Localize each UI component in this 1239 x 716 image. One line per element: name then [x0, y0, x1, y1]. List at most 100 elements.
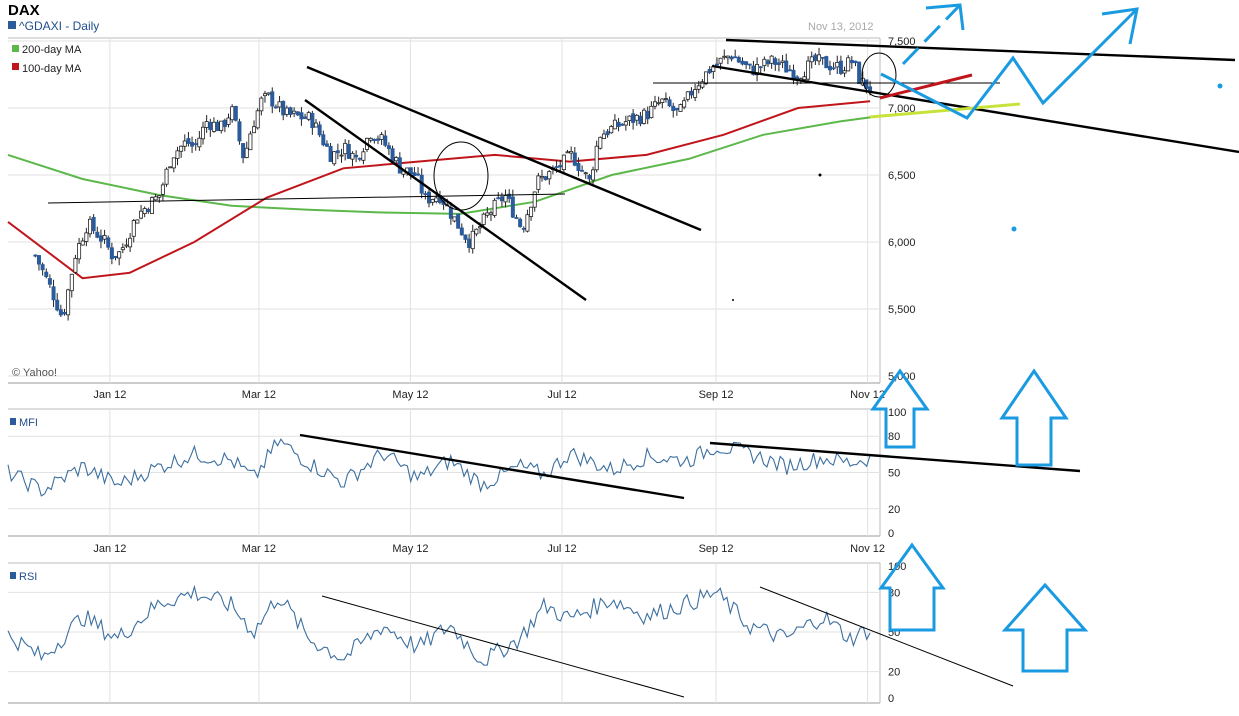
chart-date: Nov 13, 2012	[808, 21, 873, 33]
candle-down	[707, 68, 712, 74]
candle-up	[725, 55, 730, 59]
candle-down	[47, 278, 52, 285]
candle-up	[718, 57, 723, 64]
candle-down	[215, 121, 220, 132]
candle-up	[157, 195, 162, 198]
candle-up	[244, 147, 249, 158]
candle-up	[219, 120, 224, 132]
candle-up	[197, 137, 202, 148]
candle-up	[255, 110, 260, 129]
candle-down	[572, 152, 577, 166]
candle-down	[237, 121, 242, 142]
candle-down	[33, 254, 38, 257]
candle-up	[292, 110, 297, 114]
y-tick-label: 80	[888, 431, 900, 443]
candle-up	[153, 196, 158, 201]
candle-up	[627, 115, 632, 121]
candle-up	[66, 289, 71, 316]
candle-up	[769, 55, 774, 64]
candle-up	[277, 101, 282, 108]
ma200-extension	[869, 102, 1021, 119]
candle-down	[864, 79, 869, 89]
candle-down	[354, 154, 359, 158]
candle-up	[488, 212, 493, 215]
candle-down	[386, 145, 391, 150]
candle-up	[139, 210, 144, 219]
y-tick-label: 20	[888, 504, 900, 516]
rsi-trendline-1	[321, 595, 685, 698]
up-arrow-outline	[878, 542, 946, 632]
annotations	[47, 3, 1239, 698]
candle-down	[736, 57, 741, 63]
mfi-label: MFI	[19, 417, 38, 429]
candle-down	[521, 227, 526, 230]
candle-down	[427, 191, 432, 204]
candle-up	[379, 134, 384, 140]
candle-up	[529, 206, 534, 217]
candle-up	[128, 237, 133, 248]
y-tick-label: 0	[888, 528, 894, 540]
candle-down	[510, 196, 515, 218]
forecast-path	[880, 7, 1139, 120]
candle-up	[171, 157, 176, 169]
candle-down	[824, 56, 829, 69]
candle-up	[802, 76, 807, 80]
legend-label-ma200: 200-day MA	[22, 44, 82, 56]
candle-down	[765, 60, 770, 65]
candle-down	[576, 163, 581, 171]
candle-down	[620, 123, 625, 126]
mfi-line	[7, 438, 871, 497]
x-tick-label: Sep 12	[699, 543, 734, 555]
candle-down	[554, 166, 559, 168]
candle-down	[346, 144, 351, 159]
legend-swatch-ma100	[12, 63, 19, 70]
candle-up	[806, 60, 811, 80]
candle-up	[612, 119, 617, 130]
x-tick-label: Jan 12	[93, 389, 126, 401]
candle-down	[827, 65, 832, 71]
candle-down	[270, 91, 275, 107]
legend-swatch-ma200	[12, 45, 19, 52]
candle-up	[266, 92, 271, 95]
rsi-line	[7, 584, 871, 666]
candle-up	[652, 101, 657, 107]
candle-down	[773, 58, 778, 65]
candle-up	[332, 151, 337, 165]
candle-down	[303, 116, 308, 119]
candle-up	[525, 214, 530, 232]
candle-down	[222, 119, 227, 128]
candle-up	[284, 107, 289, 115]
candle-up	[685, 91, 690, 100]
candle-down	[372, 138, 377, 141]
candle-up	[343, 142, 348, 155]
ma100-line	[7, 100, 871, 280]
candle-down	[55, 299, 60, 311]
candle-down	[448, 207, 453, 219]
candle-up	[120, 247, 125, 251]
candle-down	[671, 105, 676, 111]
candle-up	[492, 199, 497, 216]
candle-down	[390, 148, 395, 163]
candle-down	[733, 56, 738, 59]
candle-up	[84, 232, 89, 242]
candle-down	[714, 63, 719, 66]
candle-up	[77, 243, 82, 260]
candle-down	[412, 172, 417, 176]
candle-up	[846, 57, 851, 72]
candle-up	[569, 150, 574, 154]
candle-down	[587, 174, 592, 180]
candle-up	[634, 114, 639, 121]
candle-down	[459, 227, 464, 236]
candle-up	[583, 172, 588, 175]
candle-down	[95, 231, 100, 238]
candle-up	[69, 273, 74, 292]
candle-up	[135, 219, 140, 224]
candle-down	[106, 237, 111, 248]
candle-down	[674, 107, 679, 111]
candle-down	[288, 107, 293, 115]
candle-down	[36, 255, 41, 265]
candle-down	[324, 143, 329, 147]
rsi-swatch	[10, 572, 16, 579]
annotation-dot	[818, 173, 822, 177]
